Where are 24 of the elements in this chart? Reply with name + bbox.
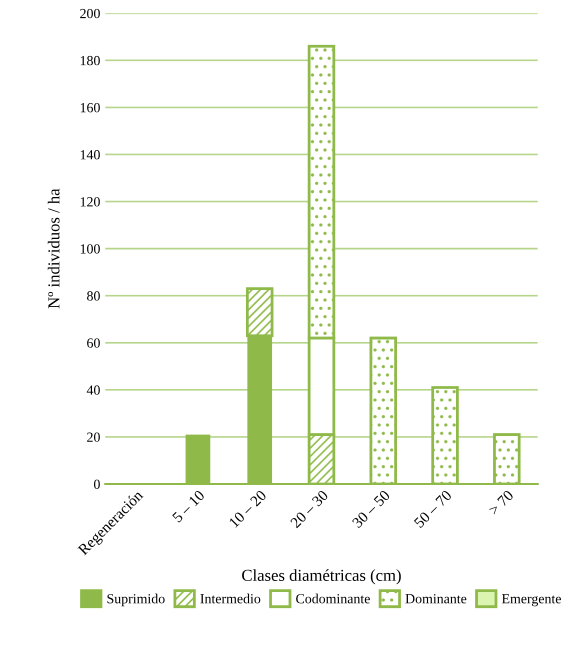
- y-tick-label: 60: [87, 338, 100, 348]
- y-tick-label: 80: [87, 291, 100, 301]
- y-tick-label: 0: [94, 480, 100, 489]
- legend-label: Codominante: [296, 594, 370, 604]
- y-tick-label: 20: [87, 432, 100, 442]
- legend-label: Emergente: [502, 594, 561, 606]
- y-tick-label: 40: [86, 385, 100, 395]
- x-tick-label: 30 – 50: [352, 490, 390, 528]
- legend-label: Dominante: [406, 594, 466, 604]
- y-tick-label: 140: [80, 150, 100, 160]
- x-axis-title: Clases diamétricas (cm): [242, 569, 401, 584]
- y-tick-label: 200: [80, 8, 100, 18]
- y-tick-label: 180: [80, 56, 100, 66]
- x-tick-label: > 70: [488, 490, 514, 516]
- y-tick-label: 100: [80, 244, 100, 254]
- y-tick-label: 120: [80, 197, 100, 207]
- x-tick-label: 10 – 20: [228, 490, 267, 528]
- y-axis-title: Nº individuos / ha: [48, 188, 60, 308]
- x-tick-label: 50 – 70: [414, 490, 452, 528]
- y-tick-label: 160: [80, 102, 100, 112]
- legend-label: Suprimido: [107, 594, 165, 606]
- x-tick-label: 20 – 30: [290, 490, 329, 528]
- legend-label: Intermedio: [200, 594, 260, 604]
- x-tick-label: 5 – 10: [172, 490, 206, 523]
